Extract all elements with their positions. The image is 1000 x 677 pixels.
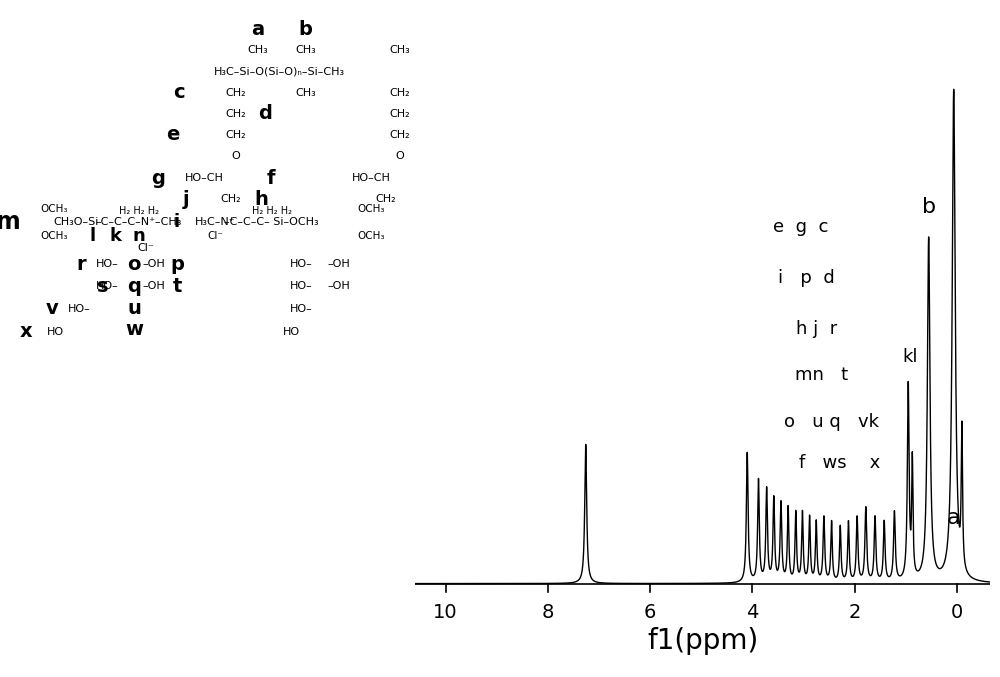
- Text: CH₂: CH₂: [220, 194, 241, 204]
- Text: OCH₃: OCH₃: [358, 231, 385, 240]
- Text: kl: kl: [903, 347, 918, 366]
- Text: –OH: –OH: [327, 282, 350, 291]
- Text: HO–CH: HO–CH: [185, 173, 224, 183]
- Text: c: c: [173, 83, 184, 102]
- Text: O: O: [395, 151, 404, 160]
- Text: Cl⁻: Cl⁻: [207, 231, 223, 240]
- Text: HO–CH: HO–CH: [352, 173, 391, 183]
- Text: HO–: HO–: [289, 259, 312, 269]
- Text: v: v: [45, 299, 58, 318]
- Text: CH₂: CH₂: [226, 130, 246, 139]
- Text: q: q: [127, 277, 141, 296]
- Text: b: b: [922, 197, 936, 217]
- Text: –OH: –OH: [327, 259, 350, 269]
- Text: i: i: [173, 213, 179, 231]
- Text: –C–C–C– Si–OCH₃: –C–C–C– Si–OCH₃: [224, 217, 319, 227]
- Text: CH₃: CH₃: [247, 45, 268, 55]
- Text: –OH: –OH: [143, 282, 166, 291]
- Text: HO–: HO–: [68, 304, 90, 313]
- Text: f1(ppm): f1(ppm): [647, 627, 758, 655]
- Text: h j  r: h j r: [796, 320, 837, 338]
- Text: e: e: [166, 125, 180, 144]
- Text: e  g  c: e g c: [773, 218, 829, 236]
- Text: k: k: [109, 227, 121, 244]
- Text: 0: 0: [951, 603, 963, 622]
- Text: u: u: [127, 299, 141, 318]
- Text: r: r: [76, 255, 86, 274]
- Text: o: o: [127, 255, 141, 274]
- Text: CH₃: CH₃: [295, 88, 316, 97]
- Text: OCH₃: OCH₃: [40, 231, 68, 240]
- Text: CH₃: CH₃: [295, 45, 316, 55]
- Text: OCH₃: OCH₃: [358, 204, 385, 213]
- Text: H₃C–Si–O(Si–O)ₙ–Si–CH₃: H₃C–Si–O(Si–O)ₙ–Si–CH₃: [214, 66, 345, 76]
- Text: HO: HO: [47, 327, 64, 336]
- Text: HO–: HO–: [289, 304, 312, 313]
- Text: H₂ H₂ H₂: H₂ H₂ H₂: [252, 206, 292, 216]
- Text: h: h: [254, 190, 268, 209]
- Text: CH₂: CH₂: [389, 109, 410, 118]
- Text: CH₃O–Si: CH₃O–Si: [53, 217, 99, 227]
- Text: f: f: [267, 169, 275, 188]
- Text: O: O: [232, 151, 240, 160]
- Text: d: d: [259, 104, 272, 123]
- Text: f   ws    x: f ws x: [799, 454, 880, 473]
- Text: mn   t: mn t: [795, 366, 848, 384]
- Text: 6: 6: [644, 603, 656, 622]
- Text: p: p: [171, 255, 185, 274]
- Text: 2: 2: [848, 603, 861, 622]
- Text: x: x: [20, 322, 32, 341]
- Text: CH₂: CH₂: [389, 130, 410, 139]
- Text: H₂ H₂ H₂: H₂ H₂ H₂: [119, 206, 159, 216]
- Text: w: w: [125, 320, 143, 339]
- Text: CH₃: CH₃: [389, 45, 410, 55]
- Text: l: l: [90, 227, 96, 244]
- Text: 4: 4: [746, 603, 759, 622]
- Text: 10: 10: [433, 603, 458, 622]
- Text: o   u q   vk: o u q vk: [784, 412, 879, 431]
- Text: n: n: [132, 227, 145, 244]
- Text: CH₂: CH₂: [226, 88, 246, 97]
- Text: CH₂: CH₂: [226, 109, 246, 118]
- Text: 8: 8: [542, 603, 554, 622]
- Text: OCH₃: OCH₃: [40, 204, 68, 213]
- Text: –OH: –OH: [143, 259, 166, 269]
- Text: HO–: HO–: [96, 259, 119, 269]
- Text: i   p  d: i p d: [778, 269, 834, 287]
- Text: HO–: HO–: [96, 282, 119, 291]
- Text: HO–: HO–: [289, 282, 312, 291]
- Text: j: j: [183, 190, 189, 209]
- Text: g: g: [151, 169, 165, 188]
- Text: –C–C–C–N⁺–CH₃: –C–C–C–N⁺–CH₃: [95, 217, 182, 227]
- Text: CH₂: CH₂: [375, 194, 396, 204]
- Text: b: b: [299, 20, 312, 39]
- Text: H₃C–N⁺: H₃C–N⁺: [195, 217, 236, 227]
- Text: Cl⁻: Cl⁻: [137, 244, 154, 253]
- Text: a: a: [251, 20, 264, 39]
- Text: HO: HO: [283, 327, 300, 336]
- Text: t: t: [173, 277, 182, 296]
- Text: s: s: [97, 277, 108, 296]
- Text: a: a: [947, 508, 961, 528]
- Text: CH₂: CH₂: [389, 88, 410, 97]
- Text: m: m: [0, 210, 21, 234]
